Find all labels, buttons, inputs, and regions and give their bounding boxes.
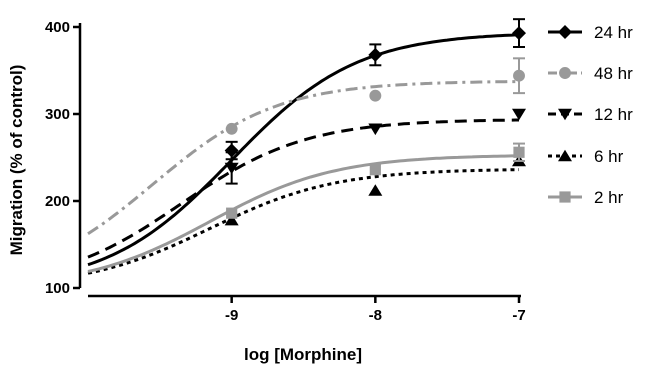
curve-24-hr — [87, 33, 520, 267]
y-tick-label: 100 — [45, 280, 70, 297]
x-tick-label: -8 — [369, 307, 382, 324]
legend-marker-12-hr — [558, 108, 572, 121]
x-tick-label: -7 — [512, 307, 525, 324]
point-48-hr — [225, 122, 238, 135]
legend-item-6-hr: 6 hr — [548, 147, 624, 166]
point-12-hr — [368, 123, 383, 136]
point-2-hr — [369, 164, 381, 176]
y-tick-label: 300 — [45, 106, 70, 123]
data-markers — [224, 18, 526, 226]
legend-label-6-hr: 6 hr — [594, 147, 624, 166]
legend-marker-6-hr — [558, 149, 572, 162]
legend-label-12-hr: 12 hr — [594, 105, 633, 124]
curve-6-hr — [87, 168, 520, 275]
point-6-hr — [224, 213, 239, 226]
point-24-hr — [512, 26, 526, 41]
x-axis-title: log [Morphine] — [244, 345, 362, 364]
x-tick-label: -9 — [225, 307, 238, 324]
legend-marker-48-hr — [559, 67, 571, 79]
point-2-hr — [513, 146, 525, 158]
point-48-hr — [513, 69, 525, 82]
fit-curves — [87, 33, 520, 275]
legend: 24 hr 48 hr 12 hr 6 hr 2 hr — [548, 23, 633, 207]
y-tick-label: 200 — [45, 193, 70, 210]
curve-12-hr — [87, 118, 519, 259]
legend-item-24-hr: 24 hr — [548, 23, 633, 42]
legend-label-24-hr: 24 hr — [594, 23, 633, 42]
point-6-hr — [368, 184, 383, 196]
legend-label-48-hr: 48 hr — [594, 64, 633, 83]
curve-2-hr — [87, 154, 520, 273]
legend-item-48-hr: 48 hr — [548, 64, 633, 83]
legend-marker-24-hr — [558, 25, 572, 39]
legend-item-12-hr: 12 hr — [548, 105, 633, 124]
legend-item-2-hr: 2 hr — [548, 188, 624, 207]
point-12-hr — [512, 108, 526, 121]
point-2-hr — [226, 207, 238, 219]
legend-label-2-hr: 2 hr — [594, 188, 624, 207]
y-tick-label: 400 — [45, 19, 70, 36]
point-24-hr — [224, 143, 239, 158]
point-24-hr — [368, 47, 383, 62]
point-48-hr — [369, 89, 382, 102]
legend-marker-2-hr — [559, 191, 571, 203]
axes: 100 200 300 400 -9 -8 -7 — [45, 19, 526, 324]
curve-48-hr — [87, 80, 520, 236]
y-axis-title: Migration (% of control) — [7, 65, 26, 256]
point-12-hr — [224, 162, 239, 175]
